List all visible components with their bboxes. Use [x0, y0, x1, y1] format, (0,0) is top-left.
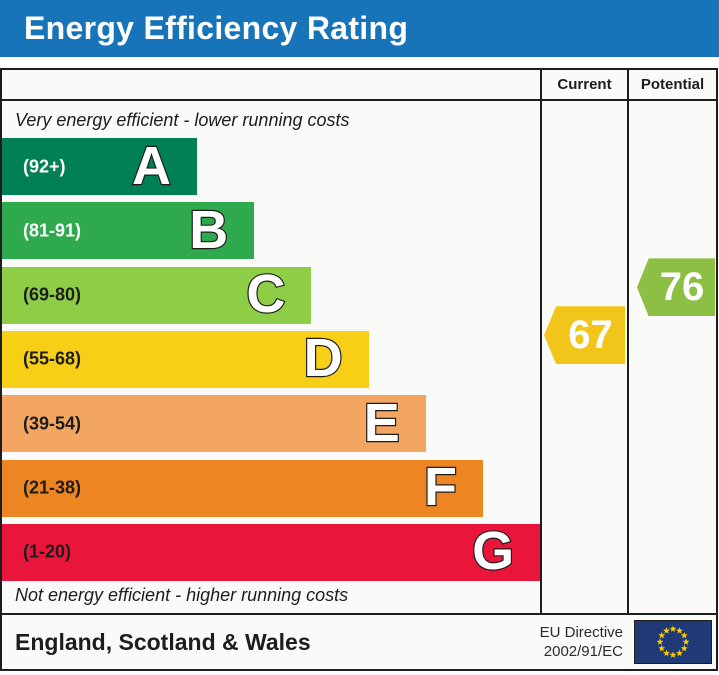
page-title: Energy Efficiency Rating [24, 10, 409, 46]
band-b-range: (81-91) [23, 220, 82, 241]
footer-row: England, Scotland & Wales EU Directive 2… [2, 615, 716, 669]
band-a-range: (92+) [23, 156, 66, 176]
current-rating-value: 67 [568, 312, 613, 357]
band-g-letter: G [471, 521, 515, 582]
band-d: (55-68) D [2, 328, 369, 389]
eu-directive-label: EU Directive 2002/91/EC [540, 623, 623, 662]
chart-frame: Current Potential Very energy efficient … [0, 68, 718, 671]
band-b: (81-91) B [2, 199, 255, 260]
band-a: (92+) A [2, 135, 197, 196]
column-divider-current [540, 70, 542, 615]
caption-top: Very energy efficient - lower running co… [15, 110, 350, 130]
band-region: Very energy efficient - lower running co… [2, 101, 540, 613]
band-c-range: (69-80) [23, 284, 82, 305]
band-e: (39-54) E [2, 392, 426, 453]
caption-bottom: Not energy efficient - higher running co… [15, 585, 349, 605]
potential-rating-arrow: 76 [637, 258, 715, 317]
band-f: (21-38) F [2, 456, 483, 517]
band-f-range: (21-38) [23, 477, 82, 498]
eu-directive-line1: EU Directive [539, 623, 623, 641]
band-d-letter: D [302, 328, 343, 389]
band-e-letter: E [363, 392, 401, 453]
footer-region-label: England, Scotland & Wales [15, 628, 311, 655]
band-c-letter: C [245, 264, 286, 325]
band-e-range: (39-54) [23, 413, 82, 434]
band-a-letter: A [131, 135, 172, 196]
eu-flag-icon [634, 620, 712, 664]
eu-directive-line2: 2002/91/EC [543, 643, 623, 660]
title-bar: Energy Efficiency Rating [0, 0, 719, 57]
header-separator [2, 99, 716, 101]
band-b-letter: B [188, 199, 229, 260]
column-header-potential: Potential [640, 76, 705, 93]
band-f-letter: F [423, 456, 458, 517]
band-g-range: (1-20) [23, 541, 72, 562]
band-d-range: (55-68) [23, 348, 82, 369]
band-c: (69-80) C [2, 264, 312, 325]
current-rating-arrow: 67 [544, 306, 625, 365]
column-divider-potential [627, 70, 629, 615]
chart-bottom-separator [2, 613, 716, 615]
band-g: (1-20) G [2, 521, 540, 582]
column-header-current: Current [557, 76, 612, 93]
potential-rating-value: 76 [659, 264, 705, 309]
